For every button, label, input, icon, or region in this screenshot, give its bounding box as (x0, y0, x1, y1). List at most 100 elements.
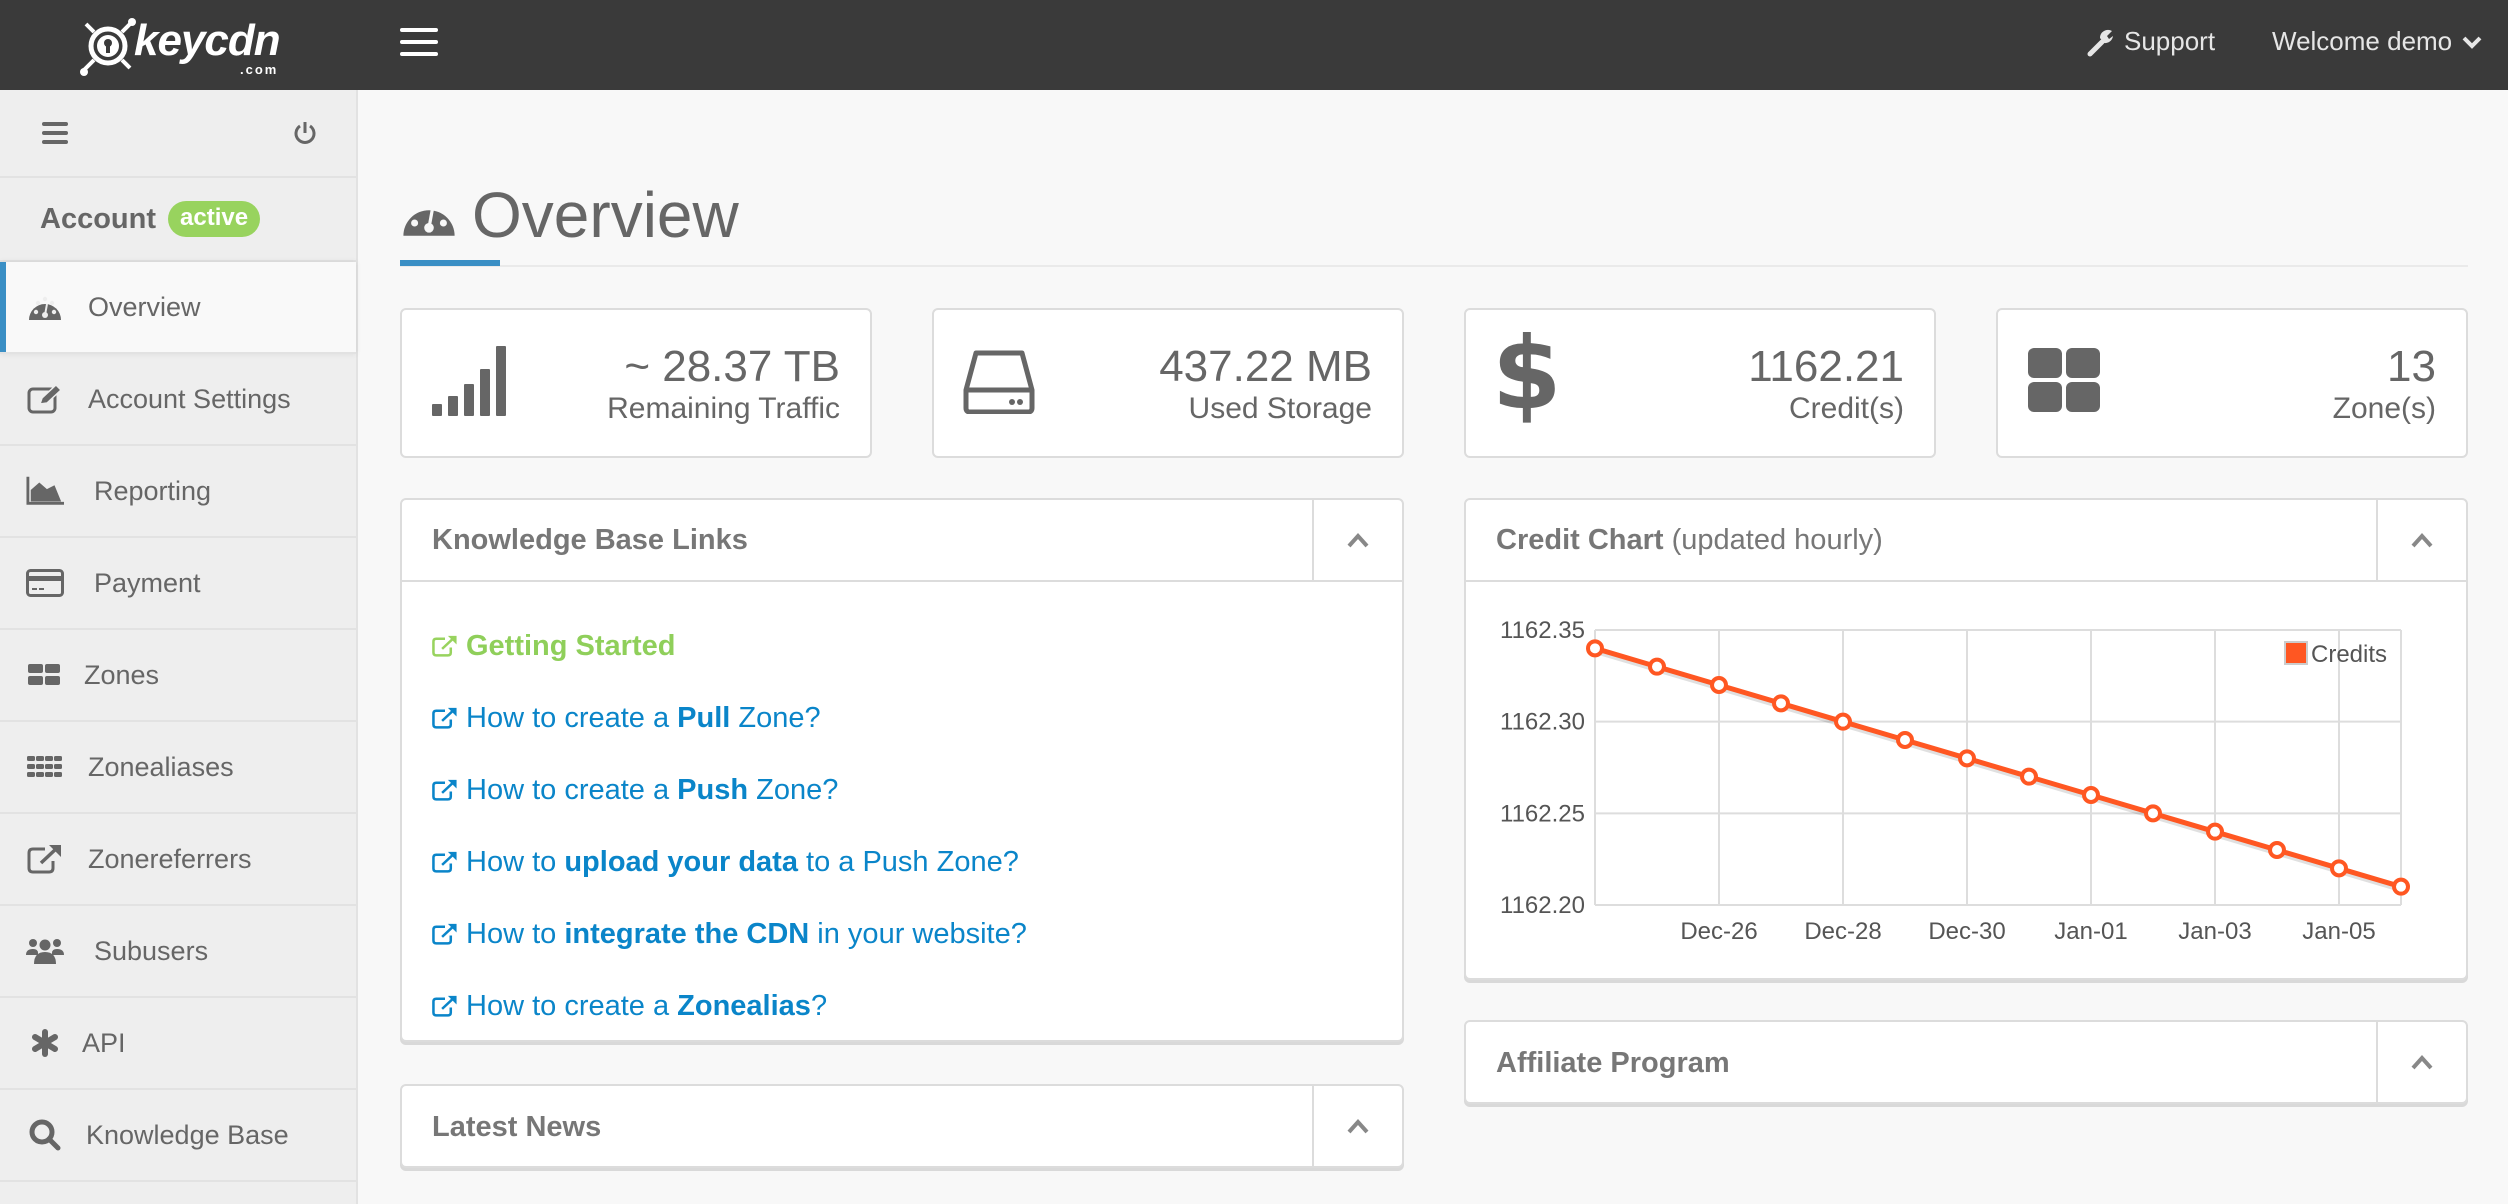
external-link-icon (432, 707, 457, 729)
x-tick-label: Jan-05 (2302, 918, 2375, 945)
dashboard-icon (26, 290, 64, 324)
sidebar: Account active Overview Account Settings… (0, 90, 358, 1204)
sidebar-collapse-button[interactable] (42, 122, 68, 144)
external-link-icon (432, 635, 457, 657)
latest-news-panel: Latest News (400, 1084, 1404, 1168)
stat-card-storage: 437.22 MB Used Storage (932, 308, 1404, 458)
external-link-icon (432, 851, 457, 873)
support-label: Support (2124, 26, 2216, 56)
sidebar-item-account-settings[interactable]: Account Settings (0, 354, 356, 446)
sidebar-item-label: Subusers (94, 935, 209, 966)
sidebar-item-reporting[interactable]: Reporting (0, 446, 356, 538)
kb-link-text: How to create a Pull Zone? (466, 701, 821, 734)
hamburger-icon (400, 28, 438, 32)
page-title: Overview (472, 179, 739, 251)
data-point[interactable] (1958, 749, 1976, 768)
power-logout-icon[interactable] (292, 120, 318, 146)
collapse-panel-button[interactable] (1312, 1086, 1402, 1166)
credit-line-chart[interactable]: 1162.35 1162.30 1162.25 1162.20 Dec-26 Dec-28… (1466, 582, 2466, 978)
data-point[interactable] (2082, 786, 2100, 804)
external-link-icon (432, 779, 457, 801)
title-divider (400, 265, 2468, 267)
data-point[interactable] (1586, 639, 1604, 658)
kb-link[interactable]: How to integrate the CDN in your website… (432, 898, 1372, 970)
sidebar-controls (0, 90, 356, 178)
data-point[interactable] (2020, 767, 2038, 786)
kb-link[interactable]: How to upload your data to a Push Zone? (432, 826, 1372, 898)
keycdn-logo[interactable]: keycdn .com (80, 16, 290, 77)
sidebar-item-knowledge-base[interactable]: Knowledge Base (0, 1090, 356, 1182)
support-link[interactable]: Support (2086, 26, 2215, 57)
sidebar-item-label: Knowledge Base (86, 1119, 289, 1150)
sidebar-item-zonealiases[interactable]: Zonealiases (0, 722, 356, 814)
logo-suffix: .com (240, 62, 279, 77)
x-tick-label: Dec-26 (1680, 918, 1757, 945)
data-point[interactable] (1710, 676, 1728, 694)
stat-card-zones: 13 Zone(s) (1996, 308, 2468, 458)
collapse-panel-button[interactable] (1312, 500, 1402, 580)
panel-title: Credit Chart (updated hourly) (1466, 524, 1883, 557)
data-point[interactable] (1772, 694, 1790, 713)
stat-label: Zone(s) (2332, 392, 2436, 425)
kb-link-text: Getting Started (466, 629, 676, 662)
sidebar-item-zones[interactable]: Zones (0, 630, 356, 722)
sidebar-item-label: Zonealiases (88, 751, 234, 782)
y-tick-label: 1162.35 (1500, 617, 1585, 644)
data-point[interactable] (2330, 859, 2348, 878)
data-point[interactable] (2206, 822, 2224, 841)
data-point[interactable] (2144, 804, 2162, 823)
account-label: Account (40, 202, 156, 235)
x-tick-label: Jan-01 (2054, 918, 2127, 945)
collapse-panel-button[interactable] (2376, 1022, 2466, 1102)
grid-icon (26, 658, 64, 692)
collapse-panel-button[interactable] (2376, 500, 2466, 580)
title-accent-bar (400, 260, 500, 266)
external-link-icon (432, 995, 457, 1017)
stat-card-traffic: ~ 28.37 TB Remaining Traffic (400, 308, 872, 458)
x-tick-label: Dec-30 (1928, 918, 2005, 945)
data-point[interactable] (1834, 712, 1852, 731)
data-point[interactable] (2392, 877, 2410, 896)
y-tick-label: 1162.25 (1500, 800, 1585, 827)
sidebar-item-api[interactable]: API (0, 998, 356, 1090)
user-menu-dropdown[interactable]: Welcome demo (2272, 26, 2482, 57)
search-icon (26, 1118, 64, 1152)
sidebar-item-subusers[interactable]: Subusers (0, 906, 356, 998)
panel-header: Credit Chart (updated hourly) (1466, 500, 2466, 582)
x-tick-label: Dec-28 (1804, 918, 1881, 945)
main-menu-toggle-button[interactable] (400, 28, 438, 62)
legend-swatch (2284, 641, 2308, 665)
chevron-up-icon (1347, 1119, 1369, 1134)
kb-link[interactable]: How to create a Push Zone? (432, 754, 1372, 826)
grid-small-icon (26, 750, 64, 784)
kb-link-text: How to create a Zonealias? (466, 989, 828, 1022)
data-point[interactable] (1648, 657, 1666, 676)
dollar-icon: $ (1492, 315, 1562, 432)
users-icon (26, 934, 64, 968)
account-status-row: Account active (0, 178, 356, 262)
legend-label: Credits (2311, 641, 2387, 668)
kb-link[interactable]: How to create a Pull Zone? (432, 682, 1372, 754)
logo-wordmark: keycdn (134, 16, 281, 65)
sidebar-item-label: Account Settings (88, 383, 291, 414)
dashboard-icon (403, 198, 455, 236)
stat-card-credits: $ 1162.21 Credit(s) (1464, 308, 1936, 458)
stat-label: Credit(s) (1788, 392, 1904, 425)
hdd-icon (963, 350, 1035, 414)
data-point[interactable] (2268, 841, 2286, 859)
sidebar-item-overview[interactable]: Overview (0, 262, 356, 354)
status-badge: active (168, 201, 261, 237)
sidebar-item-zonereferrers[interactable]: Zonereferrers (0, 814, 356, 906)
external-link-icon (432, 923, 457, 945)
kb-link[interactable]: Getting Started (432, 610, 1372, 682)
data-point[interactable] (1896, 731, 1914, 749)
sidebar-item-label: Zonereferrers (88, 843, 252, 874)
hamburger-icon (42, 122, 68, 126)
sidebar-item-payment[interactable]: Payment (0, 538, 356, 630)
kb-link[interactable]: How to create a Zonealias? (432, 970, 1372, 1042)
chevron-up-icon (2411, 1055, 2433, 1070)
credits-series-line (1594, 645, 2402, 890)
grid-icon (2028, 348, 2100, 412)
sidebar-item-label: Zones (84, 659, 160, 690)
sidebar-item-label: Payment (94, 567, 201, 598)
